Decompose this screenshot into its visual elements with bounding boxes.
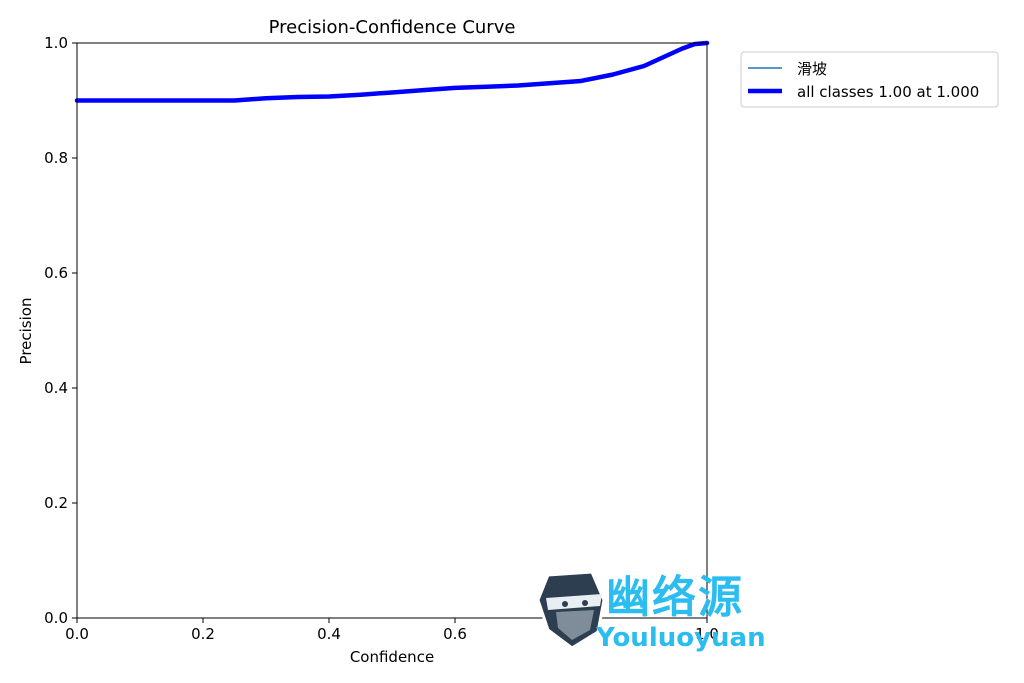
x-tick-label: 1.0: [695, 625, 719, 643]
watermark: 幽络源 Youluoyuan: [536, 570, 766, 653]
x-axis-label: Confidence: [350, 648, 434, 666]
series-line-2: [74, 40, 710, 103]
y-tick-label: 0.4: [44, 379, 68, 397]
legend-label-series-2: all classes 1.00 at 1.000: [797, 83, 979, 101]
watermark-text-en: Youluoyuan: [595, 623, 766, 653]
ninja-logo-icon: [536, 570, 606, 650]
y-tick-label: 0.8: [44, 149, 68, 167]
plot-frame: [76, 42, 708, 619]
y-axis-label: Precision: [17, 298, 35, 365]
x-tick-label: 0.2: [191, 625, 215, 643]
x-tick-label: 0.4: [317, 625, 341, 643]
x-tick-label: 0.0: [65, 625, 89, 643]
series-layer: [74, 40, 710, 103]
legend: 滑坡 all classes 1.00 at 1.000: [740, 51, 999, 108]
y-tick-label: 1.0: [44, 34, 68, 52]
chart-title: Precision-Confidence Curve: [269, 17, 516, 38]
x-tick-label: 0.6: [443, 625, 467, 643]
plot-area: [74, 40, 710, 619]
y-axis-ticks: 0.0 0.2 0.4 0.6 0.8 1.0: [44, 34, 77, 627]
y-tick-label: 0.6: [44, 264, 68, 282]
legend-label-series-1: 滑坡: [797, 60, 827, 78]
watermark-text-cn: 幽络源: [606, 572, 744, 623]
y-tick-label: 0.0: [44, 609, 68, 627]
legend-frame: [740, 51, 999, 108]
y-tick-label: 0.2: [44, 494, 68, 512]
